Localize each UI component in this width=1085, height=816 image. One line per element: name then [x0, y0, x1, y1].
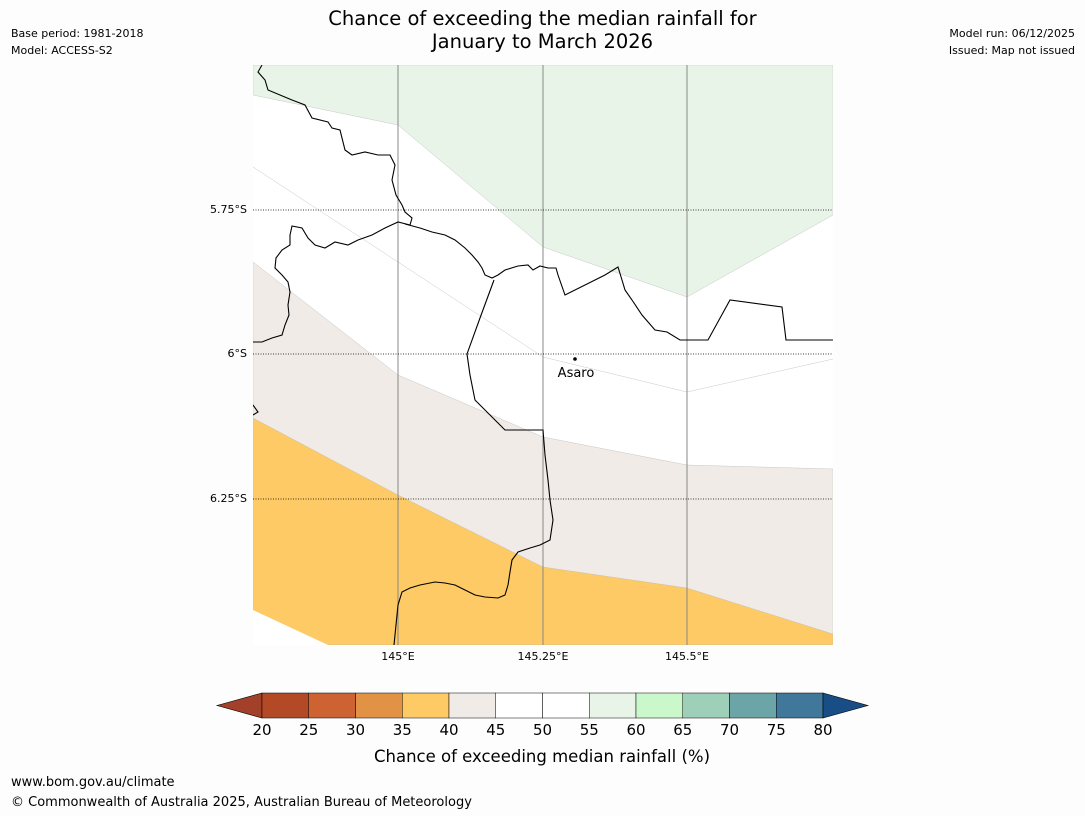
- lon-label-145-5: 145.5°E: [665, 650, 709, 663]
- colorbar-tick-label: 75: [767, 721, 786, 739]
- lon-label-145-25: 145.25°E: [518, 650, 569, 663]
- colorbar-segment: [589, 692, 637, 719]
- footer-copyright: © Commonwealth of Australia 2025, Austra…: [11, 795, 472, 810]
- province-boundary-north: [253, 65, 413, 343]
- colorbar-tick-label: 50: [533, 721, 552, 739]
- colorbar-segment: [448, 692, 496, 719]
- colorbar-segment: [261, 692, 309, 719]
- province-boundary-south: [393, 279, 554, 645]
- colorbar-extend-low: [215, 692, 263, 719]
- colorbar-tick-label: 65: [673, 721, 692, 739]
- lat-label-6-25: 6.25°S: [210, 492, 247, 505]
- colorbar-tick-label: 30: [346, 721, 365, 739]
- footer-url: www.bom.gov.au/climate: [11, 775, 175, 790]
- place-label-asaro: Asaro: [558, 366, 595, 381]
- colorbar-tick-label: 35: [393, 721, 412, 739]
- map-area: Asaro: [253, 65, 833, 645]
- base-period: Base period: 1981-2018: [11, 27, 144, 40]
- title-line-2: January to March 2026: [431, 30, 654, 53]
- colorbar-tick-label: 60: [626, 721, 645, 739]
- colorbar-tick-label: 55: [580, 721, 599, 739]
- meta-right: Model run: 06/12/2025 Issued: Map not is…: [949, 25, 1075, 59]
- colorbar-tick-label: 45: [486, 721, 505, 739]
- colorbar-extend-high: [822, 692, 870, 719]
- colorbar-segment: [495, 692, 543, 719]
- colorbar-segment: [729, 692, 777, 719]
- colorbar-tick-label: 40: [439, 721, 458, 739]
- colorbar-tick-label: 80: [813, 721, 832, 739]
- map-title: Chance of exceeding the median rainfall …: [0, 7, 1085, 53]
- lon-label-145: 145°E: [381, 650, 414, 663]
- lat-label-6: 6°S: [228, 347, 247, 360]
- colorbar-segment: [682, 692, 730, 719]
- lat-label-5-75: 5.75°S: [210, 203, 247, 216]
- model-run: Model run: 06/12/2025: [949, 27, 1075, 40]
- colorbar-label: Chance of exceeding median rainfall (%): [374, 747, 710, 766]
- region-lower-left-white: [253, 610, 328, 645]
- colorbar-segment: [355, 692, 403, 719]
- colorbar-segment: [542, 692, 590, 719]
- colorbar-segment: [635, 692, 683, 719]
- meta-left: Base period: 1981-2018 Model: ACCESS-S2: [11, 25, 143, 59]
- colorbar-segment: [402, 692, 450, 719]
- place-marker-asaro: [573, 357, 577, 361]
- colorbar-segment: [308, 692, 356, 719]
- province-boundary-central: [404, 223, 833, 341]
- colorbar-tick-label: 25: [299, 721, 318, 739]
- issued-status: Issued: Map not issued: [948, 44, 1075, 57]
- province-boundary-west-stub: [253, 404, 259, 416]
- colorbar-tick-label: 20: [252, 721, 271, 739]
- title-line-1: Chance of exceeding the median rainfall …: [328, 7, 757, 30]
- colorbar: 20 25 30 35 40 45 50 55 60 65 70 75 80: [215, 692, 870, 739]
- colorbar-tick-label: 70: [720, 721, 739, 739]
- colorbar-segment: [776, 692, 824, 719]
- model-name: Model: ACCESS-S2: [11, 44, 113, 57]
